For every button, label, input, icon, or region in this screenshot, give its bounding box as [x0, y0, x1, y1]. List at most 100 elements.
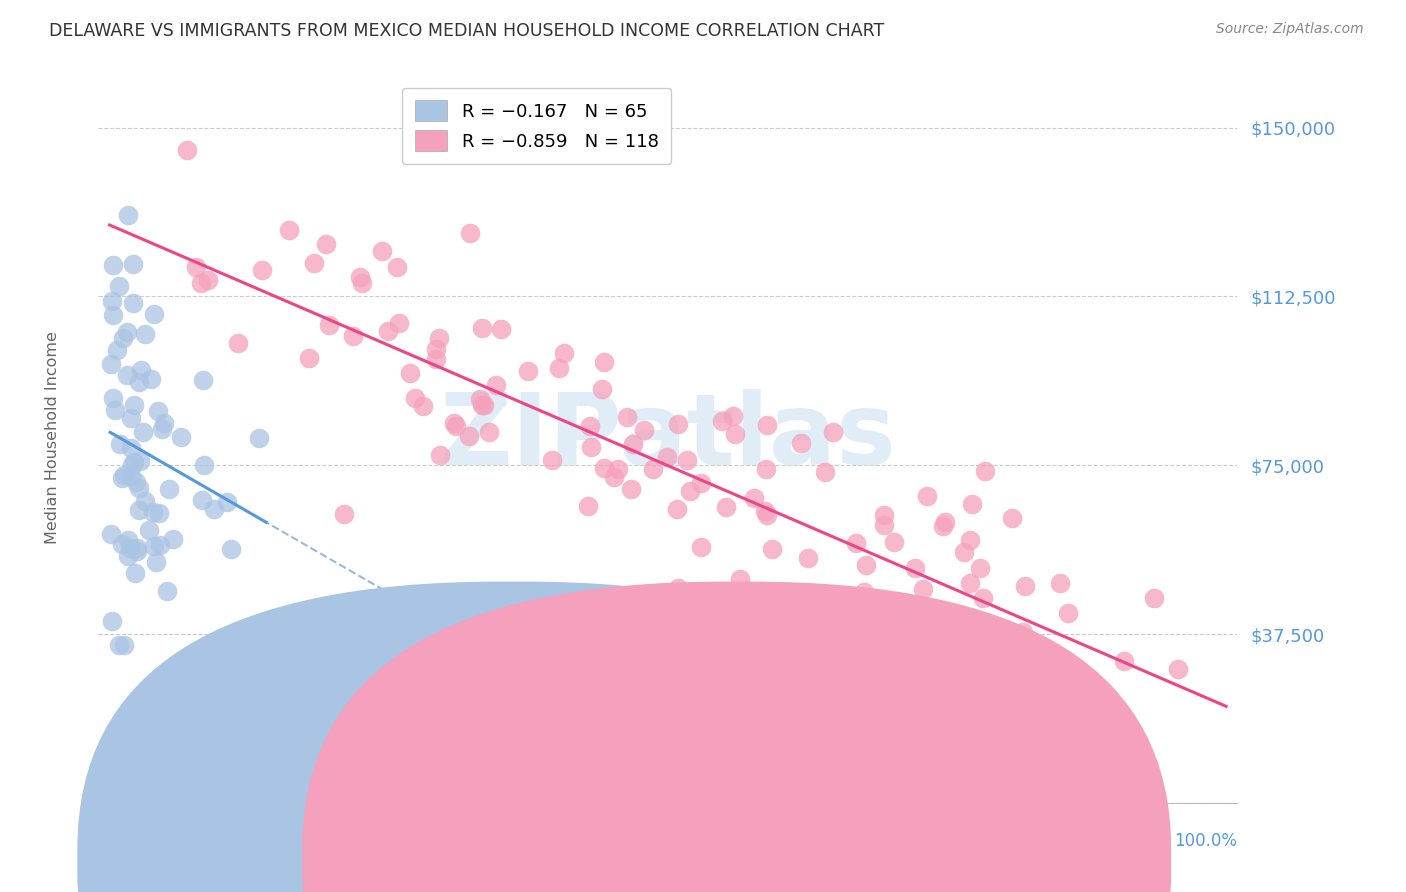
Point	[801, 625, 824, 640]
Point	[873, 508, 896, 522]
Point	[388, 316, 411, 330]
Point	[591, 382, 613, 396]
Point	[143, 539, 166, 553]
Point	[162, 532, 184, 546]
Point	[1167, 662, 1189, 676]
Point	[120, 442, 142, 456]
Point	[125, 541, 148, 556]
Point	[138, 523, 160, 537]
Point	[315, 237, 337, 252]
Point	[517, 364, 540, 378]
Point	[145, 555, 167, 569]
Point	[1142, 591, 1164, 605]
Point	[143, 307, 166, 321]
Point	[1066, 728, 1088, 742]
Point	[117, 549, 139, 563]
Point	[471, 398, 494, 412]
Point	[704, 591, 727, 605]
Point	[868, 599, 890, 613]
Point	[620, 482, 643, 496]
Point	[1031, 728, 1053, 742]
Point	[425, 343, 447, 357]
Point	[1011, 637, 1033, 651]
Point	[134, 494, 156, 508]
Point	[149, 538, 172, 552]
Point	[901, 610, 924, 624]
Point	[352, 276, 374, 290]
Point	[128, 454, 150, 468]
Point	[973, 728, 995, 742]
Point	[103, 309, 125, 323]
Text: DELAWARE VS IMMIGRANTS FROM MEXICO MEDIAN HOUSEHOLD INCOME CORRELATION CHART: DELAWARE VS IMMIGRANTS FROM MEXICO MEDIA…	[49, 22, 884, 40]
Point	[592, 355, 614, 369]
Text: Immigrants from Mexico: Immigrants from Mexico	[754, 851, 956, 869]
Point	[1001, 652, 1024, 666]
Point	[974, 464, 997, 478]
Point	[1001, 510, 1024, 524]
Point	[723, 623, 745, 637]
Point	[603, 470, 626, 484]
Point	[1057, 606, 1080, 620]
Point	[598, 627, 620, 641]
Point	[821, 425, 844, 439]
Point	[485, 378, 508, 392]
Point	[457, 428, 479, 442]
Point	[228, 335, 250, 350]
Point	[1112, 654, 1135, 668]
Point	[742, 491, 765, 506]
Point	[134, 326, 156, 341]
Point	[101, 391, 124, 405]
Point	[1049, 576, 1071, 591]
Point	[157, 482, 180, 496]
Point	[969, 561, 991, 575]
Point	[959, 533, 981, 547]
Point	[547, 361, 569, 376]
Point	[193, 372, 215, 386]
Point	[953, 545, 976, 559]
Point	[219, 542, 242, 557]
Point	[111, 331, 134, 345]
Point	[621, 437, 644, 451]
Point	[252, 263, 274, 277]
Point	[576, 499, 599, 513]
Point	[960, 497, 983, 511]
Point	[851, 621, 873, 635]
Point	[912, 582, 935, 596]
Text: 100.0%: 100.0%	[1174, 832, 1237, 850]
Point	[633, 423, 655, 437]
Point	[101, 258, 124, 272]
Point	[904, 561, 927, 575]
Point	[797, 551, 820, 566]
Point	[478, 425, 501, 440]
Point	[148, 506, 170, 520]
Point	[972, 591, 994, 605]
Point	[122, 257, 145, 271]
Point	[607, 461, 630, 475]
Point	[120, 469, 142, 483]
Point	[915, 489, 938, 503]
Point	[385, 260, 408, 275]
Point	[730, 572, 752, 586]
Text: Delaware: Delaware	[537, 851, 616, 869]
Point	[120, 541, 142, 555]
Point	[579, 440, 602, 454]
Point	[593, 461, 616, 475]
Point	[104, 402, 127, 417]
Point	[657, 450, 679, 464]
Point	[100, 527, 122, 541]
Point	[676, 453, 699, 467]
Point	[111, 536, 134, 550]
Point	[247, 431, 270, 445]
Point	[318, 318, 340, 332]
Point	[129, 362, 152, 376]
Point	[553, 345, 575, 359]
Point	[132, 425, 155, 440]
Point	[146, 404, 169, 418]
Point	[872, 518, 894, 533]
Point	[107, 278, 129, 293]
Text: Source: ZipAtlas.com: Source: ZipAtlas.com	[1216, 22, 1364, 37]
Point	[934, 515, 956, 529]
Text: ZIPatlas: ZIPatlas	[440, 389, 896, 485]
Point	[714, 500, 737, 514]
Point	[668, 417, 690, 431]
